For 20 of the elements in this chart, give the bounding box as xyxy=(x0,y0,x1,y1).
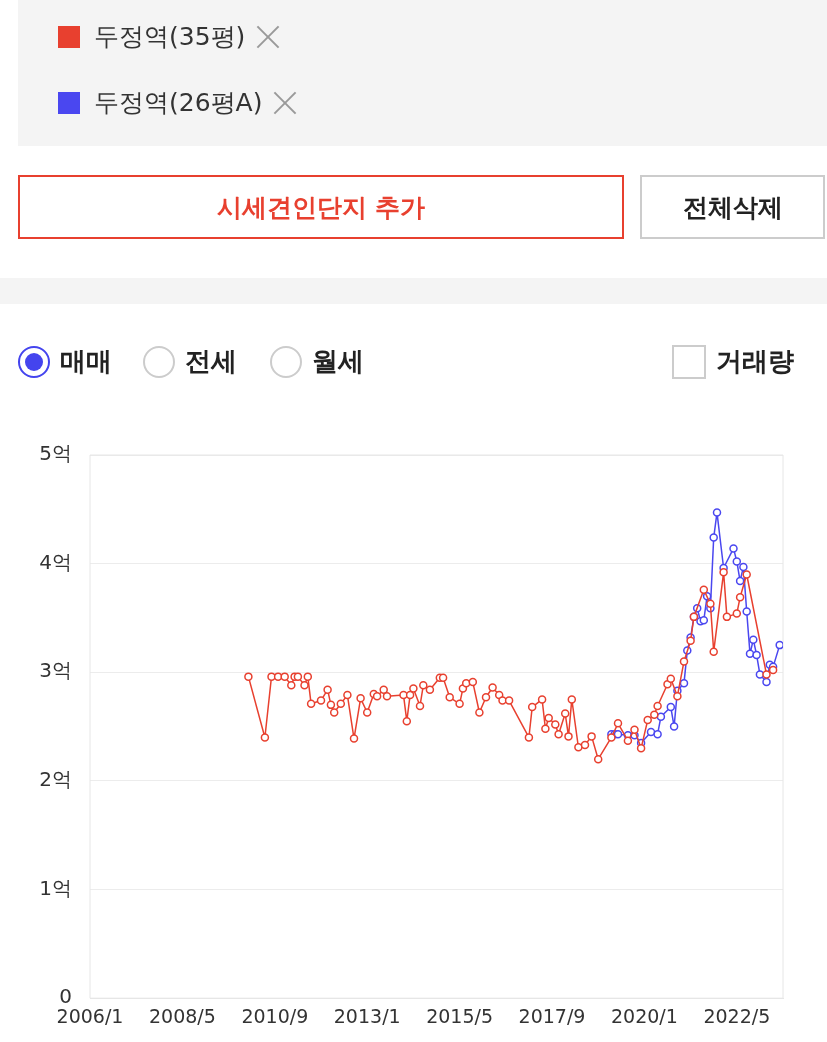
x-tick-label: 2020/1 xyxy=(610,1004,678,1027)
x-tick-label: 2008/5 xyxy=(148,1004,216,1027)
text: 매매 xyxy=(59,345,112,378)
x-tick-label: 2022/5 xyxy=(703,1004,771,1027)
x-tick-label: 2010/9 xyxy=(241,1004,309,1027)
text: 월세 xyxy=(311,345,364,378)
y-tick-label: 5억 xyxy=(39,441,72,466)
text: 거래량 xyxy=(715,345,794,378)
x-tick-label: 2015/5 xyxy=(426,1004,494,1027)
text: 전체삭제 xyxy=(640,175,825,239)
y-tick-label: 3억 xyxy=(39,658,72,683)
legend-label: 두정역(26평A) xyxy=(94,87,263,119)
text: 시세견인단지 추가 xyxy=(18,175,624,239)
y-tick-label: 1억 xyxy=(39,875,72,900)
x-tick-label: 2017/9 xyxy=(518,1004,586,1027)
x-tick-label: 2013/1 xyxy=(333,1004,401,1027)
y-tick-label: 4억 xyxy=(39,549,72,574)
text: 전세 xyxy=(184,345,237,378)
y-tick-label: 2억 xyxy=(39,767,72,792)
legend-label: 두정역(35평) xyxy=(94,21,246,53)
